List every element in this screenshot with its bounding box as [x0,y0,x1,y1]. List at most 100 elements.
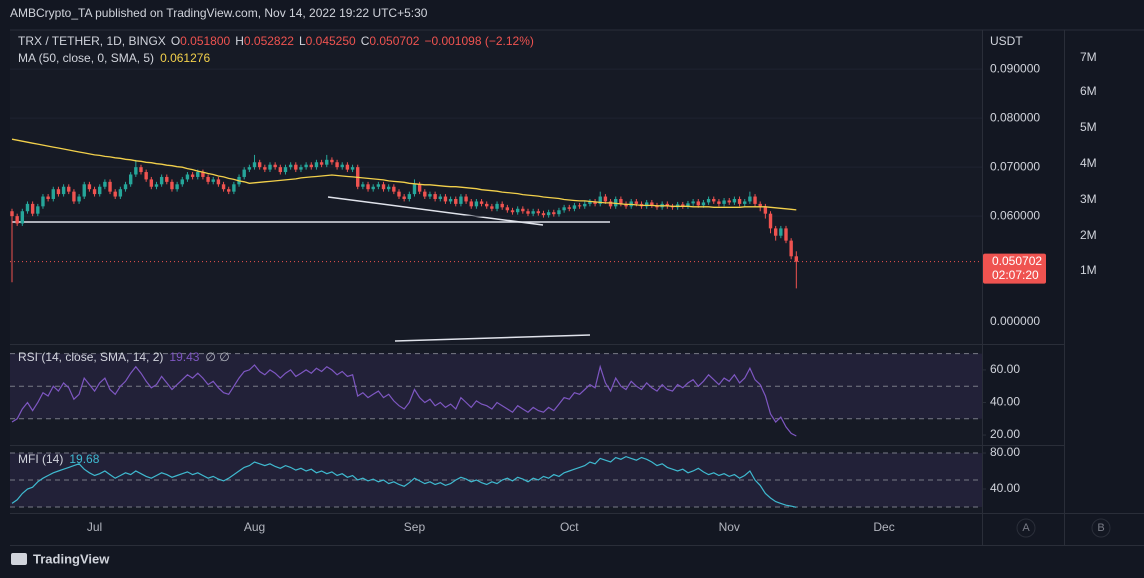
countdown: 02:07:20 [992,268,1039,282]
candle-body [779,228,783,236]
candle-body [41,196,45,207]
brand-logo [11,553,27,565]
y-unit: USDT [990,34,1023,48]
candle-body [325,159,329,165]
candle-body [727,200,731,203]
candle-body [412,184,417,195]
candle-body [139,167,143,173]
candle-body [211,179,215,182]
candle-body [56,189,61,195]
overlay-name: MA (50, close, 0, SMA, 5) [18,51,154,65]
candle-body [526,211,530,214]
brand: TradingView [33,551,110,566]
candle-body [221,184,226,190]
last-price-label: 0.050702 [992,254,1042,268]
candle-body [201,172,205,177]
candle-body [263,167,267,170]
volume-tick-label: 6M [1080,84,1097,98]
candle-body [288,164,293,168]
indicator-line [11,455,797,508]
candle-body [392,186,396,192]
candle-body [154,184,159,187]
candle-body [562,207,566,211]
y-tick-label: 0.080000 [990,110,1040,124]
candle-body [768,213,773,229]
candle-body [397,191,401,197]
last-price-box [983,253,1046,284]
candle-body [283,167,288,173]
candle-body [469,201,473,207]
candle-body [624,203,628,207]
legend: TRX / TETHER, 1D, BINGX O0.051800 H0.05282… [18,34,534,48]
candle-body [216,179,221,185]
candle-body [278,167,283,173]
candle-body [454,198,458,204]
candle-body [294,164,298,170]
scale-button[interactable] [1091,518,1111,538]
candle-body [593,201,597,204]
candle-body [712,198,716,202]
candle-body [108,181,112,192]
candle-body [376,184,381,187]
ohlc-label: O [171,34,180,48]
ohlc-value: 0.052822 [244,34,294,48]
trend-line [394,334,591,342]
publisher: AMBCrypto_TA published on TradingView.co… [10,6,428,20]
candle-body [753,196,757,204]
candle-body [552,212,556,215]
y-tick-label: 40.00 [990,481,1020,495]
volume-tick-label: 1M [1080,263,1097,277]
volume-tick-label: 3M [1080,192,1097,206]
legend: RSI (14, close, SMA, 14, 2) 19.43 ∅ ∅ [18,350,230,364]
scale-button-label[interactable]: A [1022,522,1030,534]
candle-body [330,159,334,163]
candle-body [614,198,618,207]
overlay-value: 0.061276 [160,51,210,65]
indicator-line [11,364,797,437]
candle-body [500,203,504,208]
candle-body [701,202,706,206]
candle-body [299,167,303,170]
volume-tick-label: 2M [1080,228,1097,242]
candle-body [92,189,97,195]
candle-body [82,184,86,197]
candle-body [165,176,169,182]
candle-body [366,184,370,190]
scale-button[interactable] [1016,518,1036,538]
ohlc-label: L [299,34,306,48]
candle-body [583,203,587,207]
candle-body [696,201,700,206]
candle-body [185,174,190,180]
x-tick-label: Aug [244,520,265,534]
candle-body [464,196,468,202]
legend-title: TRX / TETHER, 1D, BINGX [18,34,166,48]
volume-tick-label: 4M [1080,156,1097,170]
candle-body [257,162,262,168]
indicator-value: 19.43 [169,350,199,364]
candle-body [118,189,123,197]
candle-body [386,186,391,190]
candle-body [98,186,102,195]
x-tick-label: Nov [719,520,740,534]
candle-body [536,211,541,214]
scale-button-label[interactable]: B [1097,522,1104,534]
candle-body [572,205,577,209]
candle-body [567,207,571,209]
candle-body [345,164,350,170]
candle-body [686,203,690,207]
candle-body [479,201,484,204]
candle-body [361,184,365,187]
candle-body [180,179,184,185]
candle-body [319,162,324,165]
y-tick-label: 0.090000 [990,61,1040,75]
candle-body [521,208,525,212]
candles [10,154,799,289]
candle-body [619,198,623,204]
candle-body [371,186,375,190]
candle-body [706,198,711,203]
candle-body [51,189,55,199]
change: −0.001098 (−2.12%) [424,34,533,48]
candle-body [247,167,252,170]
candle-body [515,208,520,213]
